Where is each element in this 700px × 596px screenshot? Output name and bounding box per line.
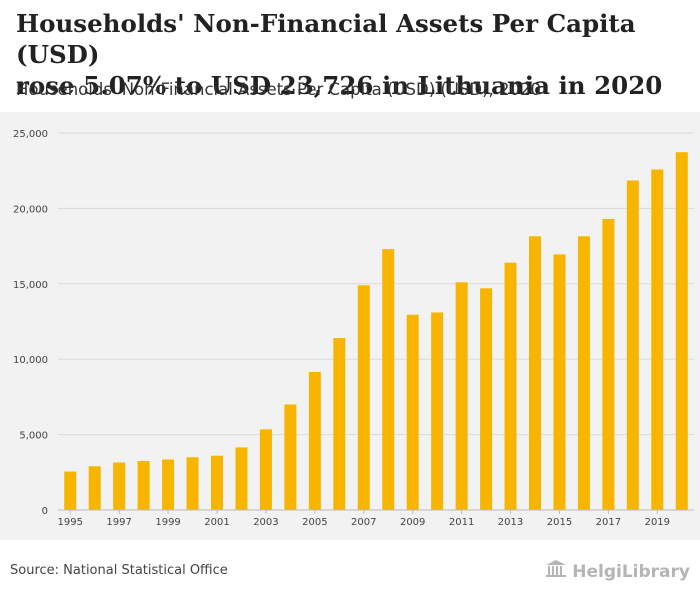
bar-2016 <box>577 236 590 510</box>
chart-subtitle: Households' Non-Financial Assets Per Cap… <box>16 80 542 99</box>
bar-2010 <box>431 312 444 510</box>
bar-2002 <box>235 447 248 510</box>
title-line-1: Households' Non-Financial Assets Per Cap… <box>16 9 636 69</box>
x-tick-label: 2017 <box>596 517 621 528</box>
x-tick-label: 2011 <box>449 517 474 528</box>
bar-2005 <box>308 372 321 510</box>
x-tick-label: 2005 <box>302 517 327 528</box>
title-line-2: rose 5.07% to USD 23,726 in Lithuania in… <box>16 71 663 100</box>
x-tick-label: 2015 <box>547 517 572 528</box>
x-tick-label: 1997 <box>106 517 131 528</box>
y-tick-label: 20,000 <box>13 204 48 215</box>
source-note: Source: National Statistical Office <box>10 563 228 578</box>
y-tick-label: 25,000 <box>13 129 48 140</box>
y-tick-label: 5,000 <box>19 431 48 442</box>
y-tick-label: 10,000 <box>13 355 48 366</box>
brand-logo[interactable]: HelgiLibrary <box>545 560 690 583</box>
bar-2020 <box>675 152 688 510</box>
bar-2003 <box>259 429 272 510</box>
chart-title: Households' Non-Financial Assets Per Cap… <box>16 8 696 101</box>
bar-2001 <box>211 455 223 510</box>
y-tick-label: 15,000 <box>13 280 48 291</box>
x-tick-label: 2019 <box>645 517 670 528</box>
bar-1999 <box>162 459 175 510</box>
bar-2012 <box>480 288 493 510</box>
bar-2006 <box>333 338 346 510</box>
x-tick-label: 2007 <box>351 517 376 528</box>
bar-2018 <box>626 180 639 510</box>
library-columns-icon <box>545 560 567 583</box>
bar-2009 <box>406 314 419 510</box>
bar-1995 <box>64 471 77 510</box>
bar-2015 <box>553 254 566 510</box>
bar-2004 <box>284 404 297 510</box>
bar-chart: 0 5,000 10,000 15,000 20,000 25,000 1995 1997 19… <box>13 129 694 528</box>
x-tick-label: 1999 <box>155 517 180 528</box>
bar-2011 <box>455 282 468 510</box>
bar-2013 <box>504 262 517 510</box>
bar-1996 <box>88 466 101 510</box>
x-tick-label: 2009 <box>400 517 425 528</box>
y-tick-label: 0 <box>42 506 48 517</box>
brand-name: HelgiLibrary <box>572 561 690 582</box>
bar-2019 <box>651 169 664 510</box>
bar-2000 <box>186 457 199 510</box>
x-tick-label: 2013 <box>498 517 523 528</box>
x-tick-label: 1995 <box>58 517 83 528</box>
bar-2014 <box>529 236 541 510</box>
x-tick-label: 2003 <box>253 517 278 528</box>
bar-2008 <box>382 249 395 510</box>
bar-2007 <box>357 285 370 510</box>
bar-1997 <box>113 462 126 510</box>
bar-2017 <box>602 218 615 510</box>
bar-1998 <box>137 460 150 510</box>
x-tick-label: 2001 <box>204 517 229 528</box>
